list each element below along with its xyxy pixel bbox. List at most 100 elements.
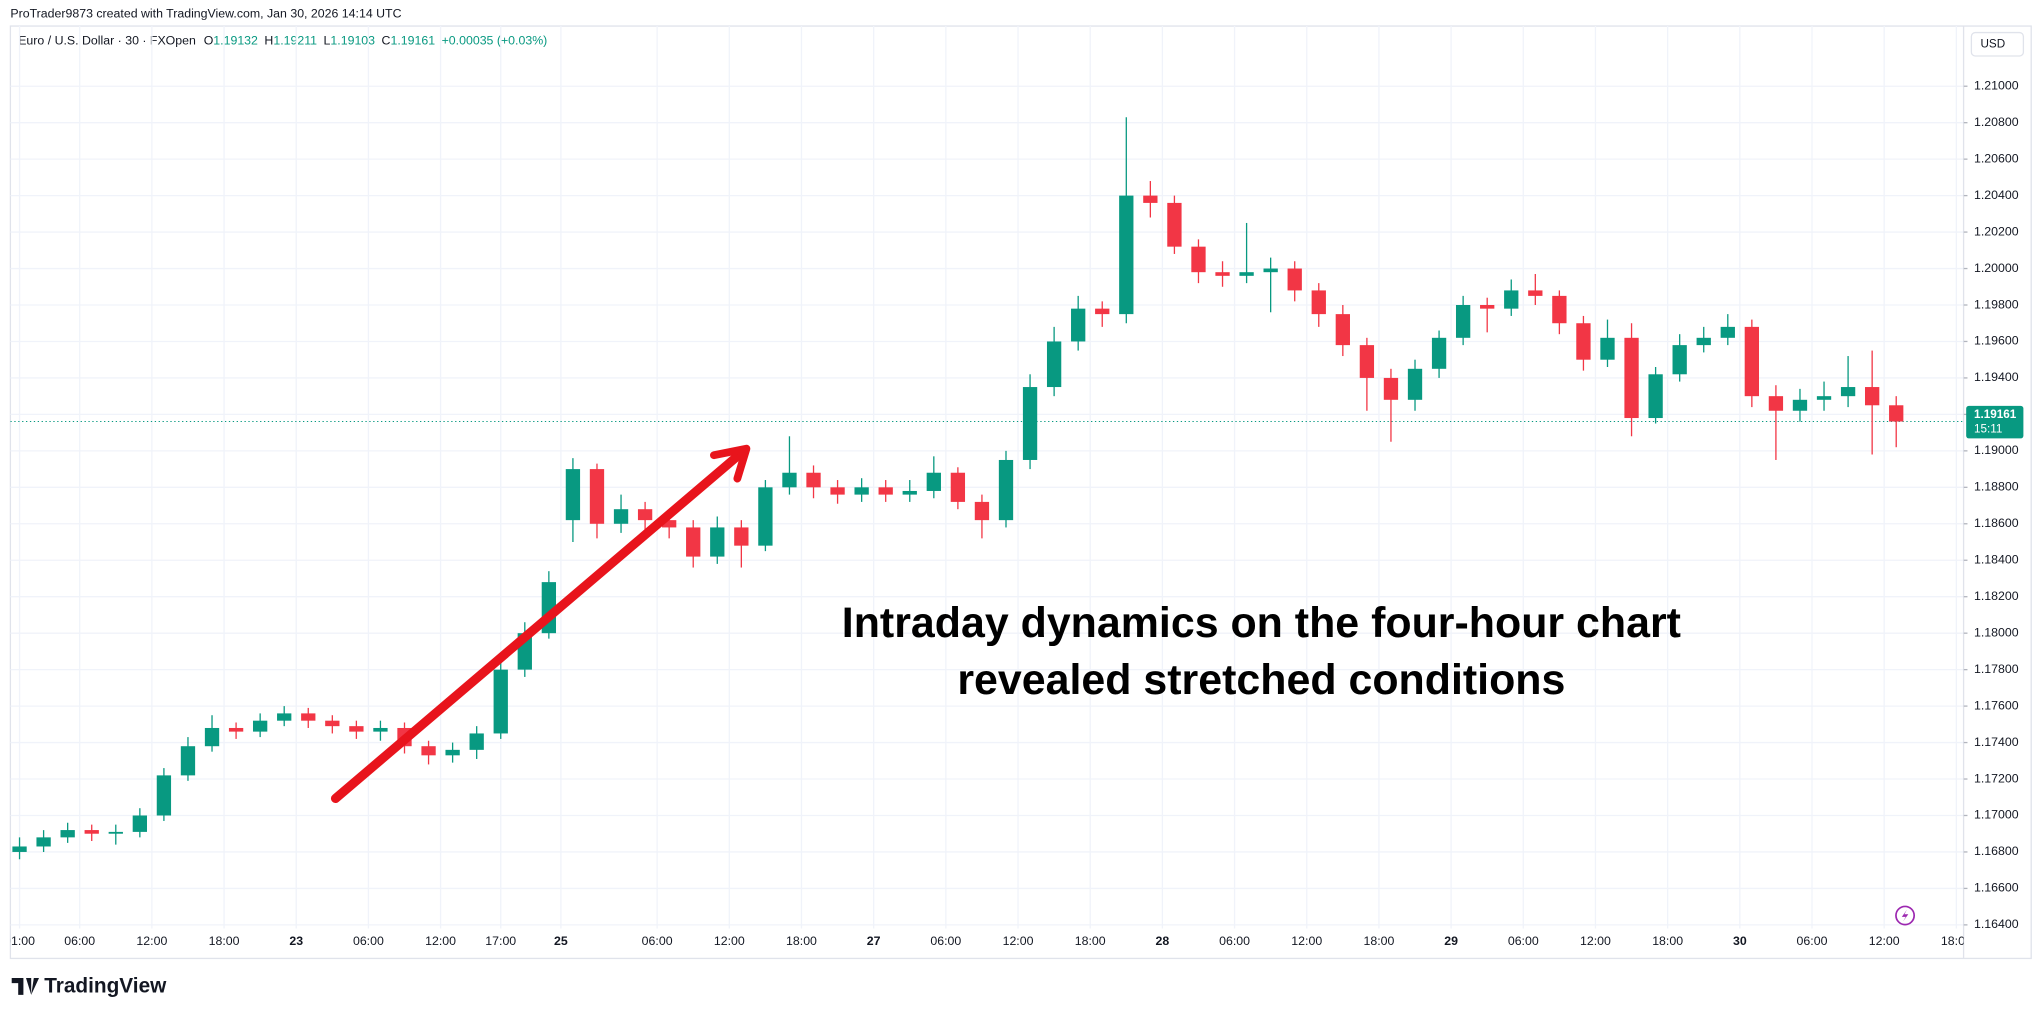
candle-body — [758, 487, 773, 546]
x-tick-label: 06:00 — [1508, 934, 1539, 948]
countdown: 15:11 — [1974, 422, 2002, 435]
y-tick-label: 1.17600 — [1974, 698, 2019, 712]
candle-body — [1431, 337, 1447, 369]
candle-body — [998, 459, 1014, 521]
candle-body — [878, 487, 893, 495]
y-tick-label: 1.19600 — [1974, 334, 2019, 348]
candle-body — [84, 830, 99, 834]
candle-body — [36, 837, 51, 847]
currency: USD — [1980, 37, 2005, 50]
last-price-label: 1.19161 — [1974, 408, 2017, 421]
candle-body — [565, 469, 581, 521]
legend-value: 1.19132 — [213, 34, 258, 48]
candle-body — [277, 713, 292, 721]
x-tick-label: 12:00 — [136, 934, 167, 948]
x-tick-label: 30 — [1733, 934, 1747, 948]
candle-body — [349, 726, 364, 732]
candle-body — [974, 501, 990, 521]
candle-body — [325, 720, 340, 727]
x-tick-label: 12:00 — [714, 934, 745, 948]
candle-body — [132, 815, 147, 832]
brand-logo: TradingView — [11, 975, 167, 998]
currency-button — [1970, 31, 2025, 57]
candle-body — [373, 727, 388, 732]
candle-body — [1167, 202, 1182, 247]
x-tick-label: 06:00 — [353, 934, 384, 948]
last-price-box — [1966, 405, 2024, 439]
x-tick-label: 18:00 — [1941, 934, 1972, 948]
candle-body — [204, 727, 220, 747]
candle-body — [589, 469, 605, 524]
candle-body — [1768, 396, 1784, 411]
candle-body — [1576, 323, 1591, 360]
candle-body — [637, 509, 653, 521]
annotation-line: Intraday dynamics on the four-hour chart — [842, 599, 1681, 647]
candle-body — [252, 720, 268, 732]
y-tick-label: 1.20200 — [1974, 224, 2019, 238]
candle-body — [1359, 345, 1375, 378]
candle-body — [1263, 268, 1278, 273]
arrow-head — [710, 444, 751, 483]
candle-body — [1816, 396, 1832, 400]
x-tick-label: 25 — [554, 934, 568, 948]
candle-body — [1840, 387, 1856, 397]
x-tick-label: 18:00 — [1652, 934, 1683, 948]
x-tick-label: 18:00 — [209, 934, 240, 948]
candle-body — [1889, 405, 1904, 422]
candle-body — [421, 746, 436, 756]
y-tick-label: 1.18000 — [1974, 625, 2019, 639]
candle-body — [686, 527, 701, 557]
candle-body — [950, 472, 966, 502]
candle-body — [782, 472, 797, 488]
candle-body — [1022, 387, 1038, 460]
legend-key: O — [204, 34, 214, 48]
candle-body — [1239, 272, 1254, 276]
candle-body — [1864, 387, 1880, 406]
y-tick-label: 1.18600 — [1974, 516, 2019, 530]
arrow — [330, 444, 751, 804]
brand: TradingView — [44, 975, 167, 998]
y-tick-label: 1.20000 — [1974, 261, 2019, 275]
x-tick-label: 12:00 — [1003, 934, 1034, 948]
x-tick-label: 28 — [1156, 934, 1170, 948]
x-tick-label: 18:00 — [1363, 934, 1394, 948]
legend-key: H — [264, 34, 273, 48]
candle-body — [1744, 326, 1760, 397]
candle-body — [1480, 305, 1495, 309]
candle-body — [1504, 290, 1519, 309]
candle-body — [1046, 341, 1062, 388]
arrow-shaft — [330, 450, 744, 804]
y-tick-label: 1.16600 — [1974, 881, 2019, 895]
x-tick-label: 12:00 — [1291, 934, 1322, 948]
candle-body — [1119, 195, 1134, 315]
legend-key: C — [382, 34, 391, 48]
candle-body — [1455, 305, 1471, 338]
candle-body — [1792, 399, 1808, 411]
x-tick-label: 12:00 — [1869, 934, 1900, 948]
annotation-line: revealed stretched conditions — [957, 656, 1565, 704]
header: ProTrader9873 created with TradingView.c… — [10, 7, 401, 21]
x-tick-label: 18:00 — [1075, 934, 1106, 948]
candle-body — [854, 487, 869, 495]
candle-body — [1191, 246, 1206, 273]
time-axis: 01:00 06:00 12:00 18:00 23 06:00 12:00 17:00 25 0… — [10, 934, 1972, 948]
candle-body — [1143, 195, 1158, 203]
lightning-icon — [1895, 905, 1916, 926]
price-axis: 1.16400 1.16600 1.16800 1.17000 1.17200 1.174… — [1963, 78, 2024, 931]
y-tick-label: 1.19400 — [1974, 370, 2019, 384]
candle-body — [1335, 314, 1350, 346]
y-tick-label: 1.17000 — [1974, 808, 2019, 822]
candle-body — [469, 733, 484, 750]
candle-body — [1407, 368, 1423, 400]
candle-body — [710, 527, 725, 557]
y-tick-label: 1.20800 — [1974, 115, 2019, 129]
y-tick-label: 1.18200 — [1974, 589, 2019, 603]
symbol-legend: Euro / U.S. Dollar · 30 · FXOpen O1.19132… — [18, 34, 547, 48]
candle-body — [1383, 377, 1399, 400]
y-tick-label: 1.20400 — [1974, 188, 2019, 202]
candle-body — [1648, 374, 1663, 419]
y-tick-label: 1.16400 — [1974, 917, 2019, 931]
candle-body — [1672, 345, 1687, 375]
candle-body — [1552, 295, 1567, 324]
